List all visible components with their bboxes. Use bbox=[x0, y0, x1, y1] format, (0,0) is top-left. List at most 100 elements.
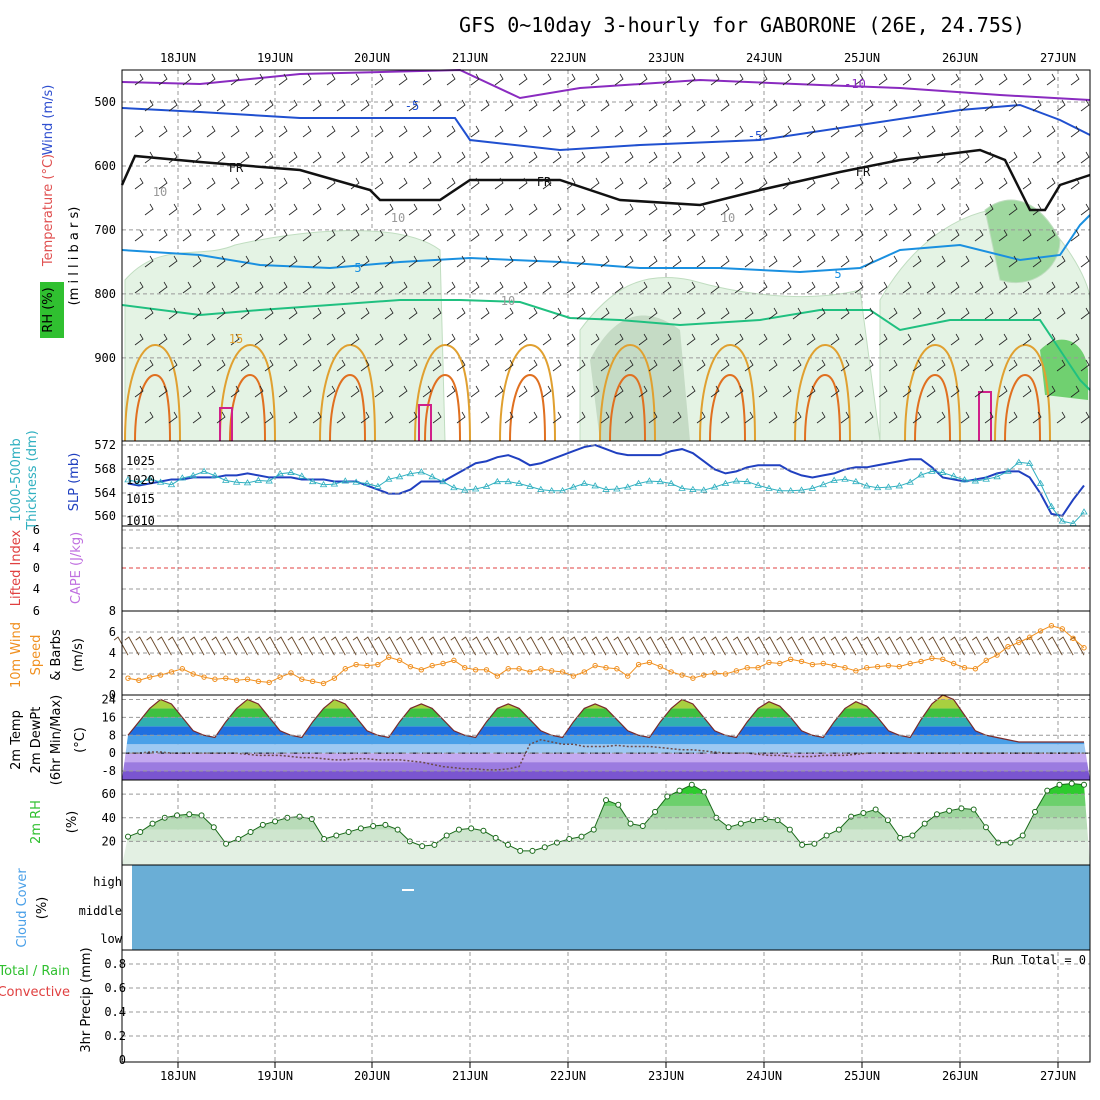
wind10-point bbox=[288, 670, 294, 676]
wind-barb bbox=[384, 151, 394, 164]
wind10-point bbox=[320, 680, 327, 687]
wind-barb bbox=[768, 151, 778, 164]
thickness-point bbox=[222, 476, 230, 483]
wind10-point bbox=[190, 671, 196, 677]
date-label-bottom: 26JUN bbox=[942, 1069, 978, 1083]
wind-barb bbox=[432, 307, 442, 320]
label-temp-3: (6hr Min/Max) bbox=[49, 695, 64, 785]
wind10-point bbox=[940, 656, 946, 662]
temp-band bbox=[122, 708, 1090, 718]
thickness-point bbox=[374, 482, 382, 489]
wind-barb bbox=[254, 177, 264, 190]
date-label-bottom: 27JUN bbox=[1040, 1069, 1076, 1083]
wind10-barb bbox=[928, 636, 944, 656]
wind-barb bbox=[768, 203, 778, 216]
wind-barb bbox=[806, 73, 816, 86]
wind-barb bbox=[782, 125, 792, 138]
thickness-point bbox=[135, 478, 143, 485]
wind-barb bbox=[840, 203, 850, 216]
wind10-point bbox=[614, 666, 620, 672]
date-label-top: 26JUN bbox=[942, 51, 978, 65]
wind-barb bbox=[278, 333, 288, 346]
wind-barb bbox=[686, 125, 696, 138]
wind10-point bbox=[907, 660, 913, 667]
wind10-point bbox=[874, 663, 881, 670]
wind10-barb bbox=[1037, 636, 1052, 656]
lifted-tick-label: 6 bbox=[33, 523, 40, 537]
wind-barb bbox=[864, 151, 874, 164]
wind-barb bbox=[720, 359, 730, 372]
wind10-point bbox=[179, 666, 186, 672]
wind-barb bbox=[254, 73, 264, 86]
date-label-top: 20JUN bbox=[354, 51, 390, 65]
wind10-barb bbox=[537, 636, 553, 656]
wind-barb bbox=[134, 73, 144, 86]
wind-barb bbox=[240, 359, 250, 372]
rh-band bbox=[122, 817, 1090, 830]
wind10-barb bbox=[787, 636, 802, 656]
date-label-bottom: 25JUN bbox=[844, 1069, 880, 1083]
precip-tick-label: 0.2 bbox=[104, 1029, 126, 1043]
isotherm-10 bbox=[121, 299, 1091, 391]
wind-barb bbox=[744, 99, 754, 112]
slp-tick-label: 1015 bbox=[126, 492, 155, 506]
wind-barb bbox=[648, 151, 658, 164]
wind-barb bbox=[168, 151, 178, 164]
wind-barb bbox=[984, 411, 994, 424]
wind-barb bbox=[422, 385, 432, 398]
isotherm-label: FR bbox=[537, 175, 552, 189]
wind-barb bbox=[398, 333, 408, 346]
label-cloud-units: (%) bbox=[35, 897, 50, 920]
wind10-barb bbox=[515, 636, 531, 656]
wind10-barb bbox=[211, 636, 227, 656]
isotherm-25 bbox=[418, 404, 432, 441]
wind-barb bbox=[672, 99, 682, 112]
date-label-top: 19JUN bbox=[257, 51, 293, 65]
wind10-point bbox=[831, 662, 837, 669]
wind-barb bbox=[624, 99, 634, 112]
wind-barb bbox=[206, 177, 216, 190]
wind-barb bbox=[1046, 125, 1056, 138]
pressure-tick-label: 900 bbox=[94, 351, 116, 365]
wind10-point bbox=[233, 677, 240, 683]
wind-barb bbox=[144, 203, 154, 216]
wind10-barb bbox=[874, 636, 889, 656]
thickness-point bbox=[624, 483, 632, 490]
wind-barb bbox=[624, 151, 634, 164]
thickness-point bbox=[591, 482, 599, 489]
wind-barb bbox=[374, 229, 384, 242]
wind-barb bbox=[878, 177, 888, 190]
wind-barb bbox=[216, 307, 226, 320]
wind-barb bbox=[470, 281, 480, 294]
wind-barb bbox=[758, 385, 768, 398]
wind-barb bbox=[518, 73, 528, 86]
rh-point bbox=[541, 844, 548, 851]
wind-barb bbox=[984, 255, 994, 268]
wind-barb bbox=[302, 125, 312, 138]
isotherm-minus5 bbox=[121, 103, 1091, 152]
wind-barb bbox=[182, 333, 192, 346]
wind-barb bbox=[264, 411, 274, 424]
label-rh-units: (%) bbox=[65, 811, 80, 834]
wind-barb bbox=[926, 177, 936, 190]
wind-barb bbox=[854, 333, 864, 346]
wind-barb bbox=[182, 177, 192, 190]
wind10-point bbox=[386, 654, 392, 660]
thickness-point bbox=[852, 477, 860, 485]
wind-barb bbox=[206, 229, 216, 242]
wind-barb bbox=[446, 385, 456, 398]
label-wind10-2: Speed bbox=[29, 635, 44, 676]
wind-barb bbox=[576, 307, 586, 320]
wind10-barb bbox=[917, 636, 933, 656]
wind-barb bbox=[326, 125, 336, 138]
wind-barb bbox=[312, 359, 322, 372]
wind-barb bbox=[758, 125, 768, 138]
wind-barb bbox=[422, 333, 432, 346]
isotherm-20 bbox=[134, 373, 171, 442]
wind-barb bbox=[744, 255, 754, 268]
isotherm-15 bbox=[319, 343, 376, 442]
wind-barb bbox=[1046, 73, 1056, 86]
wind10-barb bbox=[178, 636, 194, 656]
wind-barb bbox=[158, 229, 168, 242]
wind10-point bbox=[581, 669, 587, 675]
